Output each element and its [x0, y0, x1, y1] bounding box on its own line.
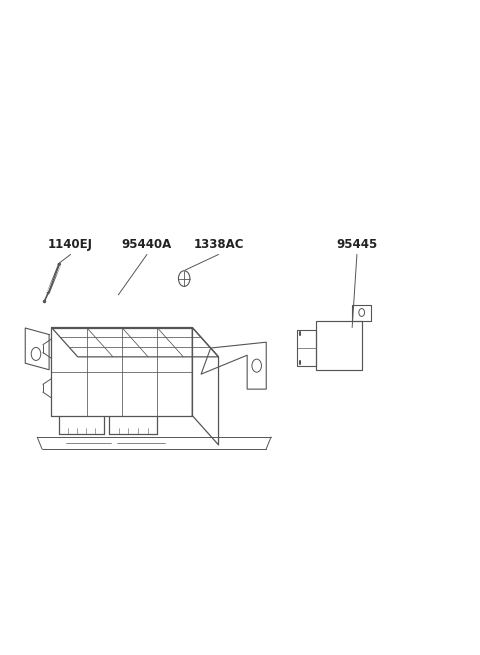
Bar [316, 321, 362, 370]
Text: 95440A: 95440A [122, 238, 172, 251]
Text: 1140EJ: 1140EJ [48, 238, 93, 251]
Text: 95445: 95445 [336, 238, 378, 251]
Text: 1338AC: 1338AC [193, 238, 244, 251]
